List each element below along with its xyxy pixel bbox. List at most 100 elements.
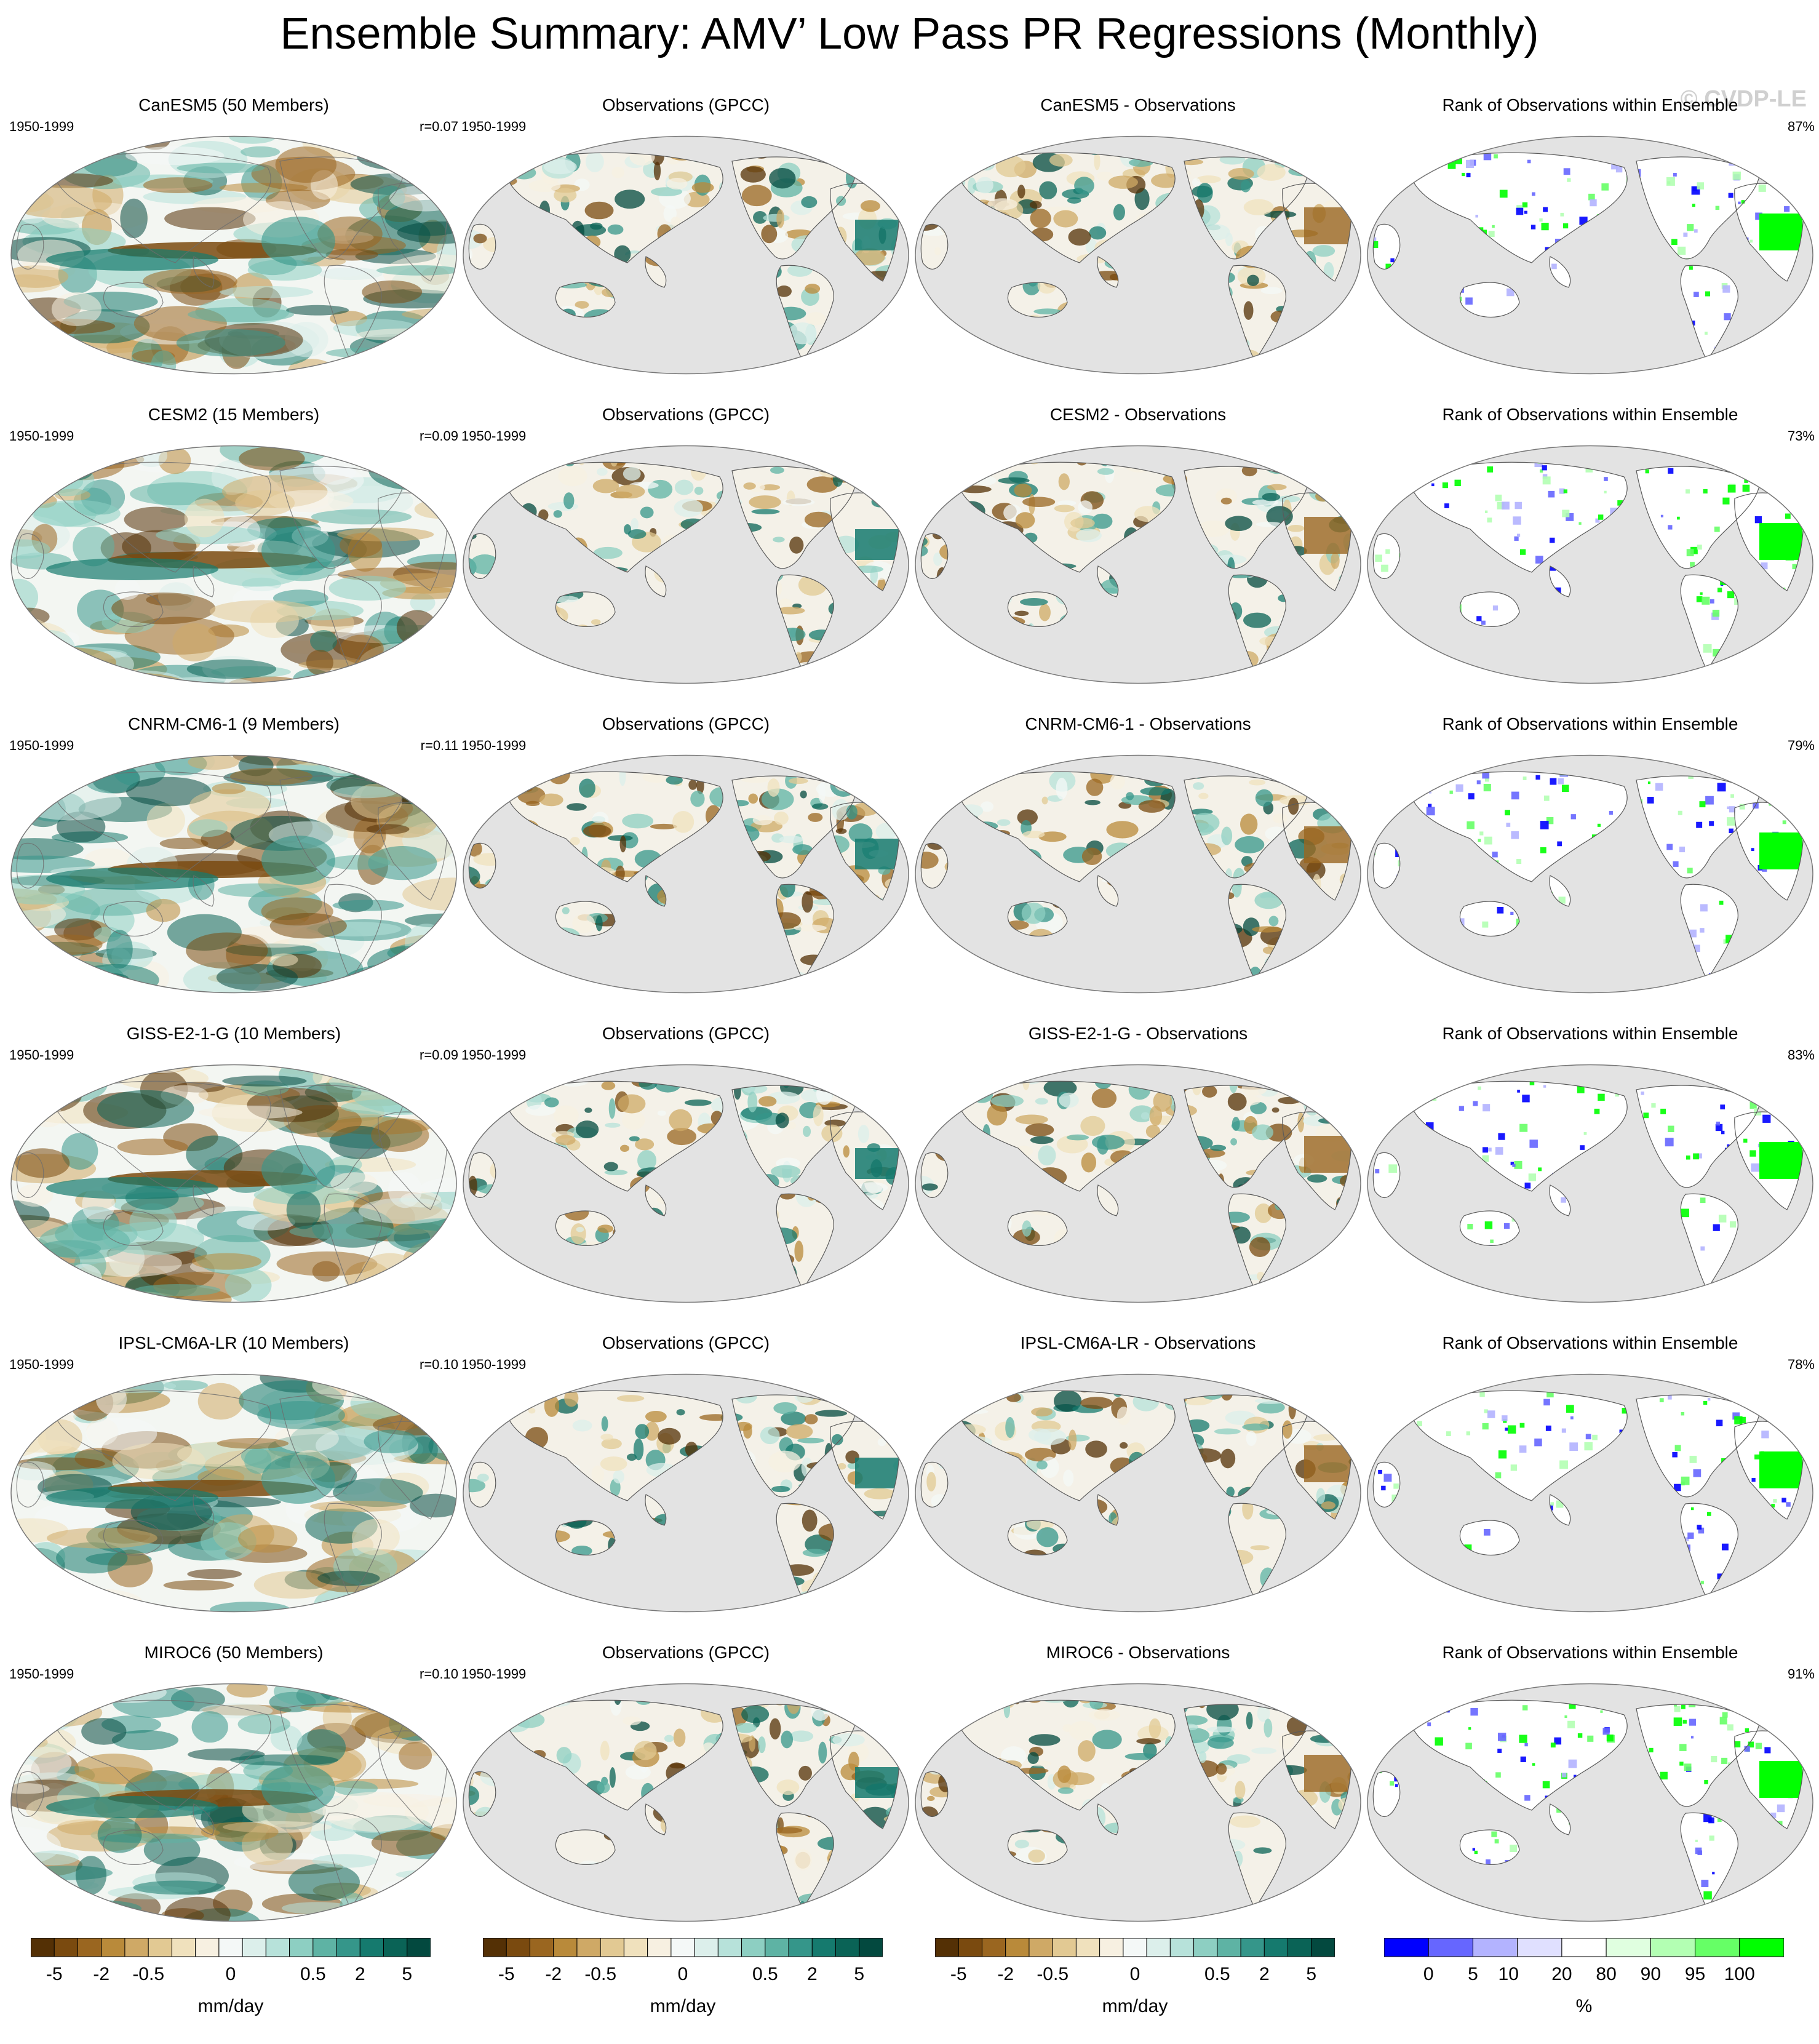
panel-title: IPSL-CM6A-LR - Observations <box>1020 1333 1256 1352</box>
colorbar-bin <box>788 1938 813 1957</box>
map-diff <box>915 1683 1361 1922</box>
map-container <box>461 1371 910 1615</box>
rank-percent: 87% <box>1787 119 1815 134</box>
colorbar-unit: mm/day <box>197 1996 264 2016</box>
colorbar-tick-label: -0.5 <box>584 1964 616 1984</box>
map-obs <box>463 445 909 684</box>
map-container <box>913 443 1363 686</box>
colorbar-bin <box>336 1938 360 1957</box>
rank-percent: 91% <box>1787 1666 1815 1682</box>
colorbar-bin <box>600 1938 624 1957</box>
colorbar-bin <box>1561 1938 1607 1957</box>
colorbar-rank: 0 5 10 20 80 90 95 100% <box>1384 1938 1784 2030</box>
colorbar-tick-label: 20 <box>1551 1964 1572 1984</box>
map-container <box>1366 1062 1815 1305</box>
panel-title: Rank of Observations within Ensemble <box>1442 405 1738 424</box>
colorbar-bin <box>981 1938 1006 1957</box>
rank-percent: 73% <box>1787 428 1815 444</box>
panel-model: MIROC6 (50 Members) 1950-1999 r=0.10 <box>9 1643 458 1950</box>
colorbar-pr: -5 -2 -0.5 0 0.5 2 5 mm/day <box>935 1938 1335 2030</box>
colorbar-bin <box>1123 1938 1147 1957</box>
colorbar-swatches: -5 -2 -0.5 0 0.5 2 5 <box>31 1938 431 1984</box>
colorbar-bin <box>576 1938 601 1957</box>
colorbar-tick-label: -5 <box>950 1964 967 1984</box>
panel-title: CanESM5 - Observations <box>1040 95 1236 114</box>
colorbar-unit: % <box>1575 1996 1593 2016</box>
colorbar-bin <box>1240 1938 1265 1957</box>
rank-percent: 79% <box>1787 738 1815 753</box>
colorbar-tick-label: -2 <box>93 1964 109 1984</box>
panel-title: Observations (GPCC) <box>602 714 770 733</box>
colorbar-bin <box>741 1938 766 1957</box>
colorbar-tick-label: -0.5 <box>132 1964 164 1984</box>
colorbar-tick-label: 80 <box>1596 1964 1616 1984</box>
panel-title: IPSL-CM6A-LR (10 Members) <box>118 1333 349 1352</box>
period-label: 1950-1999 <box>9 738 74 753</box>
map-obs <box>463 1373 909 1613</box>
colorbar-bin <box>1517 1938 1562 1957</box>
colorbar-bin <box>1029 1938 1053 1957</box>
panel-title: Observations (GPCC) <box>602 405 770 424</box>
colorbar-bin <box>124 1938 149 1957</box>
panel-title: CNRM-CM6-1 - Observations <box>1025 714 1251 733</box>
period-label: 1950-1999 <box>9 1357 74 1372</box>
colorbar-unit: mm/day <box>650 1996 716 2016</box>
panel-title: MIROC6 - Observations <box>1046 1643 1230 1662</box>
map-container <box>913 1062 1363 1305</box>
rank-percent: 78% <box>1787 1357 1815 1372</box>
map-model <box>10 1683 457 1922</box>
panel-title: Rank of Observations within Ensemble <box>1442 714 1738 733</box>
map-container <box>9 753 458 996</box>
colorbar-tick-label: -2 <box>545 1964 562 1984</box>
map-container <box>461 134 910 377</box>
rank-percent: 83% <box>1787 1047 1815 1063</box>
colorbar-bin <box>312 1938 337 1957</box>
colorbar-bin <box>31 1938 55 1957</box>
panel-title: Observations (GPCC) <box>602 95 770 114</box>
colorbar-tick-label: -5 <box>498 1964 515 1984</box>
colorbar-bin <box>195 1938 220 1957</box>
panel-diff: MIROC6 - Observations <box>913 1643 1363 1950</box>
map-container <box>461 753 910 996</box>
period-label: 1950-1999 <box>9 428 74 444</box>
colorbar-tick-label: -2 <box>997 1964 1014 1984</box>
colorbar-bin <box>1052 1938 1077 1957</box>
panel-diff: CESM2 - Observations <box>913 405 1363 713</box>
panel-diff: GISS-E2-1-G - Observations <box>913 1024 1363 1331</box>
panel-rank: Rank of Observations within Ensemble 87% <box>1366 95 1815 403</box>
colorbar-pr: -5 -2 -0.5 0 0.5 2 5 mm/day <box>31 1938 431 2030</box>
colorbar-bin <box>1075 1938 1101 1957</box>
map-diff <box>915 445 1361 684</box>
colorbar-bin <box>218 1938 243 1957</box>
panel-model: CanESM5 (50 Members) 1950-1999 r=0.07 <box>9 95 458 403</box>
panel-title: CESM2 (15 Members) <box>148 405 320 424</box>
panel-title: Rank of Observations within Ensemble <box>1442 1643 1738 1662</box>
colorbar-bin <box>811 1938 837 1957</box>
map-container <box>1366 1681 1815 1924</box>
map-rank <box>1367 1373 1813 1613</box>
panel-rank: Rank of Observations within Ensemble 79% <box>1366 714 1815 1022</box>
colorbar-tick-label: 10 <box>1499 1964 1519 1984</box>
colorbar-swatches: 0 5 10 20 80 90 95 100 <box>1384 1938 1784 1984</box>
map-model <box>10 1373 457 1613</box>
colorbar-tick-label: 0 <box>1423 1964 1434 1984</box>
colorbar-bin <box>1695 1938 1740 1957</box>
panel-title: MIROC6 (50 Members) <box>144 1643 324 1662</box>
map-rank <box>1367 445 1813 684</box>
colorbar-bin <box>1606 1938 1651 1957</box>
map-rank <box>1367 1064 1813 1303</box>
map-model <box>10 754 457 994</box>
colorbar-bin <box>694 1938 718 1957</box>
panel-obs: Observations (GPCC) 1950-1999 <box>461 1643 910 1950</box>
map-container <box>461 1062 910 1305</box>
map-container <box>913 753 1363 996</box>
panel-title: Rank of Observations within Ensemble <box>1442 95 1738 114</box>
panel-rank: Rank of Observations within Ensemble 91% <box>1366 1643 1815 1950</box>
panel-diff: CanESM5 - Observations <box>913 95 1363 403</box>
map-diff <box>915 1373 1361 1613</box>
colorbar-bin <box>1099 1938 1124 1957</box>
map-obs <box>463 1064 909 1303</box>
colorbar-bin <box>101 1938 125 1957</box>
panel-title: CNRM-CM6-1 (9 Members) <box>128 714 340 733</box>
colorbar-bin <box>359 1938 384 1957</box>
